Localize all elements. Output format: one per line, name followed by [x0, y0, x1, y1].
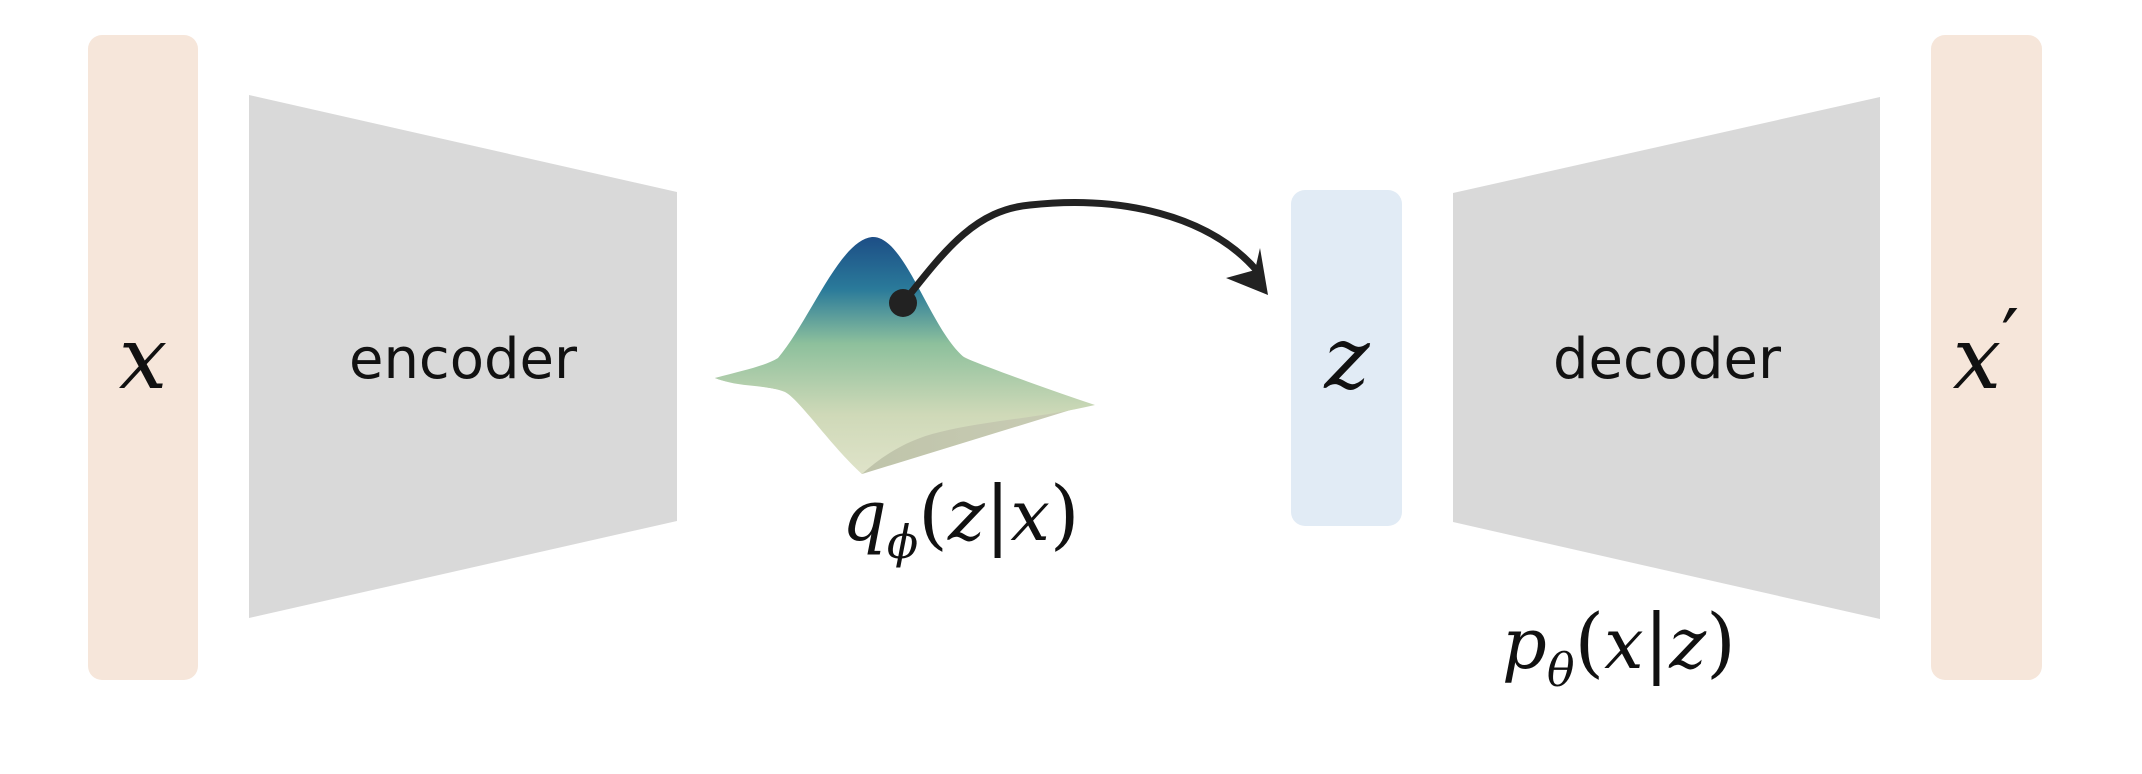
decoder-label: decoder [1553, 327, 1782, 392]
output-box [1931, 35, 2042, 680]
likelihood-x: x [1604, 603, 1643, 685]
posterior-open-paren: ( [918, 469, 948, 558]
output-prime: ′ [2001, 292, 2019, 385]
sample-point [889, 289, 917, 317]
output-symbol: x′ [1953, 292, 2020, 409]
latent-box [1291, 190, 1402, 526]
likelihood-p: p [1502, 603, 1547, 685]
sampling-arrow-head [1226, 248, 1268, 295]
posterior-bar: | [985, 469, 1011, 558]
likelihood-theta: θ [1547, 643, 1575, 697]
posterior-x: x [1010, 475, 1049, 557]
posterior-q: q [842, 475, 887, 557]
likelihood-open-paren: ( [1575, 597, 1605, 686]
likelihood-bar: | [1644, 597, 1670, 686]
encoder-label: encoder [349, 327, 578, 392]
posterior-close-paren: ) [1050, 469, 1080, 558]
input-symbol: x [119, 309, 168, 409]
sampling-arrow [889, 199, 1268, 317]
gaussian-distribution [715, 236, 1095, 474]
latent-symbol: z [1323, 309, 1370, 409]
likelihood-z: z [1668, 603, 1707, 685]
input-box [88, 35, 198, 680]
likelihood-close-paren: ) [1706, 597, 1736, 686]
decoder-block [1453, 97, 1880, 619]
posterior-label: qϕ(z|x) [842, 469, 1079, 569]
gaussian-surface [715, 236, 1095, 474]
sampling-arrow-curve [899, 199, 1262, 307]
posterior-phi: ϕ [887, 515, 918, 569]
likelihood-label: pθ(x|z) [1502, 597, 1736, 697]
posterior-z: z [947, 475, 986, 557]
output-x: x [1953, 309, 2002, 409]
encoder-block [249, 95, 677, 618]
